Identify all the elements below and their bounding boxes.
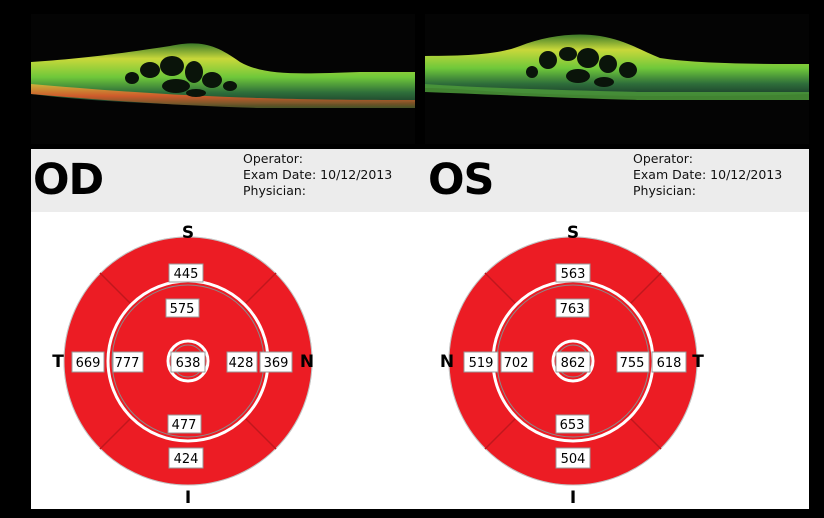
os-outer-temporal: 618: [657, 356, 682, 371]
od-dir-bottom: I: [185, 488, 191, 508]
od-thickness-map: S I T N 445 575 638 669 777 428 369 477 …: [52, 223, 314, 508]
os-operator: Operator:: [633, 151, 693, 166]
od-outer-temporal: 669: [76, 356, 101, 371]
os-outer-nasal: 519: [469, 356, 494, 371]
od-inner-temporal: 777: [115, 356, 140, 371]
od-dir-left: T: [52, 352, 64, 372]
os-dir-bottom: I: [570, 488, 576, 508]
od-outer-inferior: 424: [174, 452, 199, 467]
od-outer-nasal: 369: [264, 356, 289, 371]
os-inner-inferior: 653: [560, 418, 585, 433]
od-header: OD Operator: Exam Date: 10/12/2013 Physi…: [31, 149, 415, 212]
os-inner-temporal: 755: [620, 356, 645, 371]
os-thickness-panel: S I N T 563 763 862 519 702 755 618 653 …: [415, 212, 809, 509]
od-inner-inferior: 477: [172, 418, 197, 433]
od-center: 638: [176, 356, 201, 371]
os-dir-left: N: [440, 352, 454, 372]
od-physician: Physician:: [243, 183, 306, 198]
os-inner-superior: 763: [560, 302, 585, 317]
od-dir-top: S: [182, 223, 194, 243]
os-exam-date: Exam Date: 10/12/2013: [633, 167, 783, 182]
os-thickness-map: S I N T 563 763 862 519 702 755 618 653 …: [440, 223, 704, 508]
od-outer-superior: 445: [174, 267, 199, 282]
oct-scan-images: [0, 0, 824, 149]
os-dir-right: T: [692, 352, 704, 372]
os-inner-nasal: 702: [504, 356, 529, 371]
os-header: OS Operator: Exam Date: 10/12/2013 Physi…: [415, 149, 809, 212]
os-eye-label: OS: [428, 155, 495, 205]
od-inner-nasal: 428: [229, 356, 254, 371]
od-eye-label: OD: [33, 155, 104, 205]
od-oct-scan: [31, 14, 415, 144]
od-exam-date: Exam Date: 10/12/2013: [243, 167, 393, 182]
os-oct-scan: [425, 14, 809, 144]
os-exam-info: Operator: Exam Date: 10/12/2013 Physicia…: [633, 151, 782, 199]
os-dir-top: S: [567, 223, 579, 243]
od-operator: Operator:: [243, 151, 303, 166]
os-physician: Physician:: [633, 183, 696, 198]
od-exam-info: Operator: Exam Date: 10/12/2013 Physicia…: [243, 151, 392, 199]
od-dir-right: N: [300, 352, 314, 372]
os-outer-superior: 563: [561, 267, 586, 282]
os-outer-inferior: 504: [561, 452, 586, 467]
os-center: 862: [561, 356, 586, 371]
od-inner-superior: 575: [170, 302, 195, 317]
od-thickness-panel: S I T N 445 575 638 669 777 428 369 477 …: [31, 212, 415, 509]
